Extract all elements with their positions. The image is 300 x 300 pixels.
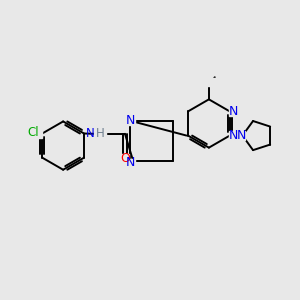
Text: N: N <box>86 127 94 140</box>
Bar <box>229 131 238 140</box>
Bar <box>202 78 216 86</box>
Bar <box>28 129 42 138</box>
Text: N: N <box>126 114 135 127</box>
Bar <box>121 154 129 163</box>
Bar <box>94 130 106 138</box>
Bar <box>126 116 135 125</box>
Text: N: N <box>229 105 238 118</box>
Text: N: N <box>126 156 135 169</box>
Bar <box>229 107 238 116</box>
Bar <box>237 131 245 140</box>
Bar <box>126 158 135 167</box>
Text: O: O <box>120 152 130 165</box>
Text: N: N <box>229 129 238 142</box>
Text: N: N <box>236 129 246 142</box>
Text: H: H <box>96 127 104 140</box>
Text: Cl: Cl <box>28 125 39 139</box>
